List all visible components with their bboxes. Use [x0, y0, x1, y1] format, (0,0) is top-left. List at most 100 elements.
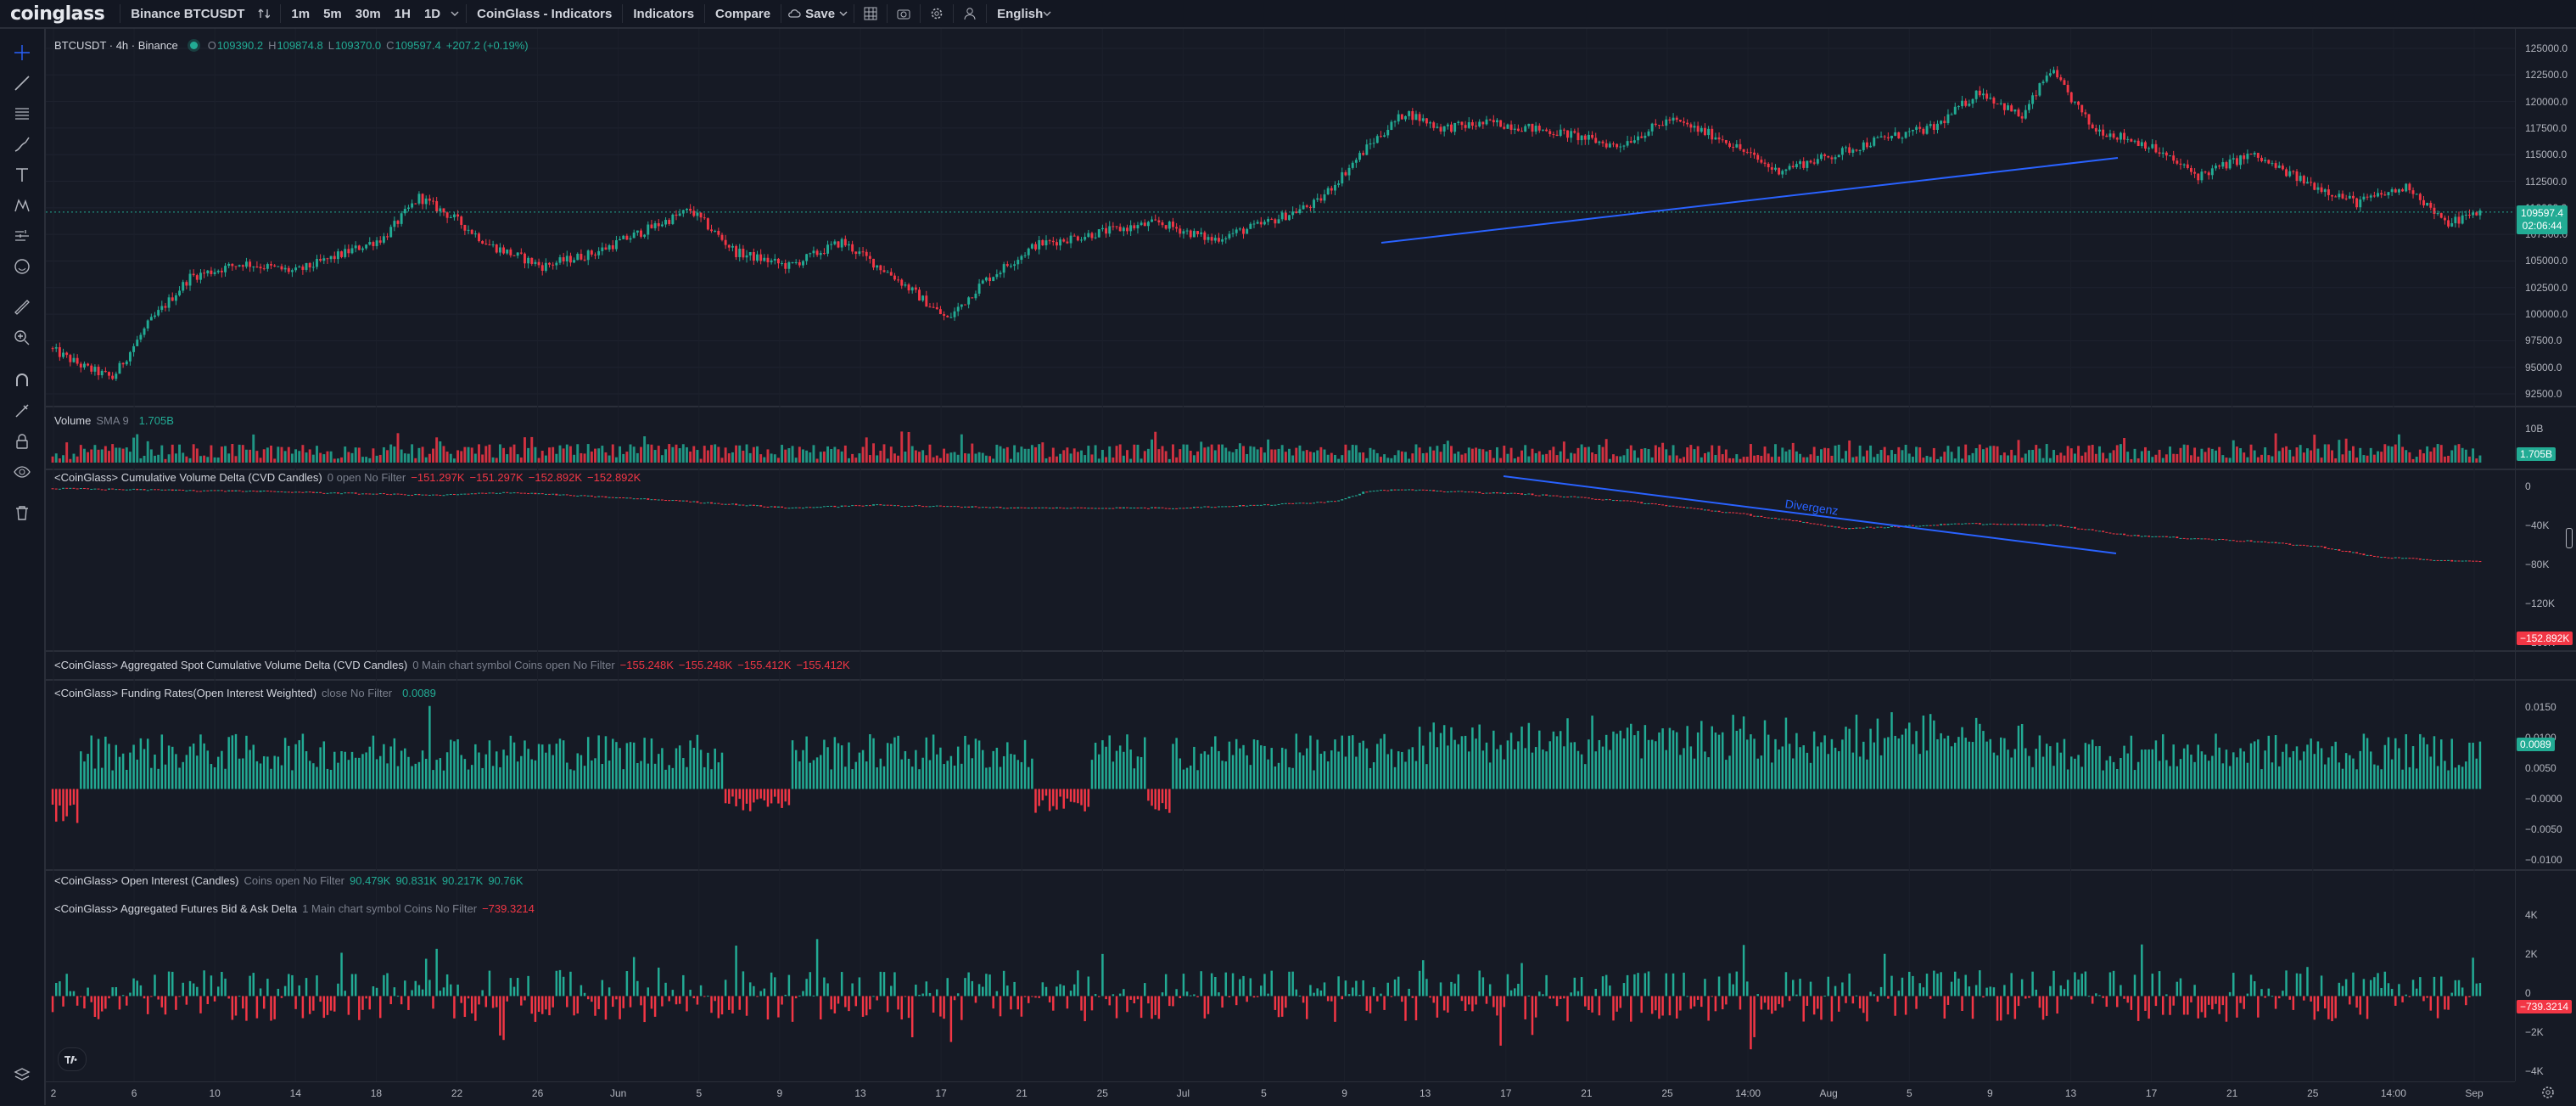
cvd-candle [904, 506, 907, 508]
bidask-bar [1235, 996, 1238, 1006]
bidask-bar [1274, 996, 1277, 1010]
tradingview-logo[interactable] [58, 1047, 87, 1071]
forecast-tool-icon[interactable] [10, 224, 34, 248]
candle-body [1509, 124, 1513, 131]
spot-cvd-label[interactable]: <CoinGlass> Aggregated Spot Cumulative V… [54, 659, 408, 671]
funding-label[interactable]: <CoinGlass> Funding Rates(Open Interest … [54, 687, 317, 699]
compare-arrows-icon[interactable] [251, 0, 277, 27]
zoom-in-icon[interactable] [10, 326, 34, 350]
bidask-bar [407, 996, 410, 1010]
funding-bar [1151, 789, 1153, 806]
language-selector[interactable]: English [997, 6, 1044, 21]
time-axis[interactable]: 2 6 10 14 18 22 26 Jun 5 9 13 17 21 25 Jul 5 9 13 17 21 25 14… [46, 1081, 2515, 1106]
funding-bar [1129, 749, 1132, 789]
bidask-bar [470, 996, 473, 1013]
volume-bar [1834, 445, 1837, 463]
trash-icon[interactable] [10, 501, 34, 525]
volume-label[interactable]: Volume [54, 414, 92, 427]
pane-separator[interactable] [46, 406, 2576, 407]
funding-bar [2207, 761, 2210, 789]
funding-bar [1655, 741, 1657, 789]
volume-bar [2052, 450, 2055, 463]
volume-bar [699, 458, 703, 463]
save-dropdown-chevron-icon[interactable] [837, 0, 850, 27]
bidask-bar [435, 948, 438, 997]
compare-button[interactable]: Compare [715, 6, 771, 21]
pane-separator[interactable] [46, 679, 2576, 681]
bidask-bar [231, 996, 234, 1020]
interval-1d[interactable]: 1D [423, 6, 441, 21]
cvd-candle [1978, 523, 1981, 525]
brush-icon[interactable] [10, 132, 34, 156]
ruler-icon[interactable] [10, 295, 34, 319]
candle-body [872, 258, 875, 268]
funding-bar [1531, 752, 1534, 789]
user-account-icon[interactable] [957, 0, 983, 27]
funding-bar [936, 754, 938, 789]
layout-grid-icon[interactable] [858, 0, 883, 27]
candle-body [1362, 153, 1365, 155]
pane-separator[interactable] [46, 469, 2576, 470]
bidask-bar [977, 984, 981, 997]
funding-bar [1827, 754, 1830, 789]
candle-body [2472, 212, 2475, 216]
cloud-save-icon[interactable] [785, 0, 804, 27]
funding-bar [668, 765, 670, 789]
funding-bar [1873, 742, 1875, 789]
crosshair-icon[interactable] [10, 41, 34, 65]
bidask-bar [121, 995, 125, 997]
interval-1h[interactable]: 1H [394, 6, 411, 21]
oi-label[interactable]: <CoinGlass> Open Interest (Candles) [54, 874, 239, 887]
funding-bar [1851, 752, 1855, 789]
funding-bar [1072, 789, 1076, 803]
candle-body [1185, 230, 1189, 232]
settings-gear-icon[interactable] [924, 0, 949, 27]
coinglass-indicators-button[interactable]: CoinGlass - Indicators [477, 6, 613, 21]
chart-title[interactable]: BTCUSDT · 4h · Binance [54, 39, 178, 52]
save-button[interactable]: Save [805, 6, 836, 21]
layers-icon[interactable] [10, 1063, 34, 1086]
volume-bar [946, 453, 949, 463]
emoji-icon[interactable] [10, 255, 34, 278]
language-chevron-icon[interactable] [1041, 0, 1053, 27]
eye-icon[interactable] [10, 460, 34, 484]
interval-1m[interactable]: 1m [291, 6, 311, 21]
indicators-button[interactable]: Indicators [633, 6, 695, 21]
candle-body [1961, 100, 1964, 107]
volume-bar [1100, 449, 1104, 463]
pattern-tool-icon[interactable] [10, 194, 34, 217]
volume-bar [1531, 448, 1534, 463]
candle-body [2172, 155, 2176, 161]
coinglass-logo[interactable]: coinglass [10, 3, 105, 25]
axis-settings-icon[interactable] [2540, 1085, 2557, 1102]
symbol-selector[interactable]: Binance BTCUSDT [131, 6, 245, 21]
pane-separator[interactable] [46, 869, 2576, 871]
pane-resize-handle[interactable] [2566, 528, 2573, 548]
funding-bar [1115, 750, 1118, 789]
funding-axis-tick: 0.0150 [2525, 701, 2556, 713]
interval-30m[interactable]: 30m [355, 6, 381, 21]
bidask-bar [1897, 991, 1901, 997]
funding-bar [1686, 726, 1688, 789]
lock-drawing-icon[interactable] [10, 399, 34, 423]
trend-line-icon[interactable] [10, 71, 34, 95]
candle-body [1344, 171, 1347, 176]
price-scale[interactable] [2515, 29, 2576, 1081]
cvd-candle [2292, 544, 2295, 546]
horizontal-lines-icon[interactable] [10, 102, 34, 126]
bidask-label[interactable]: <CoinGlass> Aggregated Futures Bid & Ask… [54, 902, 298, 915]
cvd-label[interactable]: <CoinGlass> Cumulative Volume Delta (CVD… [54, 471, 322, 484]
text-tool-icon[interactable] [10, 163, 34, 187]
camera-icon[interactable] [891, 0, 916, 27]
interval-dropdown-chevron-icon[interactable] [447, 0, 462, 27]
magnet-icon[interactable] [10, 368, 34, 392]
candle-body [1946, 114, 1950, 124]
pane-separator[interactable] [46, 650, 2576, 652]
interval-5m[interactable]: 5m [323, 6, 342, 21]
lock-icon[interactable] [10, 429, 34, 453]
funding-bar [1968, 741, 1971, 789]
funding-bar [1563, 746, 1565, 789]
candle-body [625, 235, 629, 240]
funding-bar [1580, 754, 1583, 789]
